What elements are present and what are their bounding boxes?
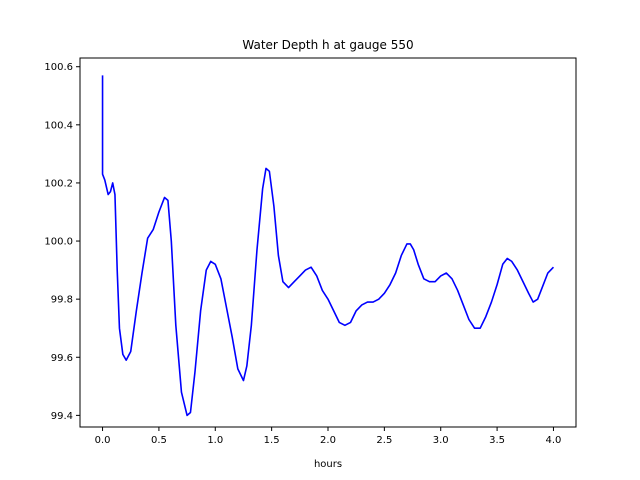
y-tick-label: 100.0: [44, 237, 73, 248]
axes-frame: [79, 57, 577, 428]
x-tick-label: 1.5: [264, 435, 280, 446]
y-tick-label: 100.4: [44, 120, 73, 131]
x-axis: 0.0 0.5 1.0 1.5 2.0 2.5 3.0 3.5 4.0: [95, 427, 562, 446]
x-tick-label: 0.0: [95, 435, 111, 446]
plot-area: [101, 75, 555, 417]
y-tick-label: 99.6: [51, 353, 73, 364]
y-tick-label: 99.8: [51, 295, 73, 306]
x-tick-label: 1.0: [207, 435, 223, 446]
x-tick-label: 2.0: [320, 435, 336, 446]
x-tick-label: 3.5: [489, 435, 505, 446]
y-axis: 99.4 99.6 99.8 100.0 100.2 100.4 100.6: [44, 62, 80, 422]
x-tick-label: 4.0: [546, 435, 562, 446]
x-tick-label: 2.5: [376, 435, 392, 446]
x-tick-label: 3.0: [433, 435, 449, 446]
x-axis-label: hours: [314, 459, 342, 470]
x-tick-label: 0.5: [151, 435, 167, 446]
y-tick-label: 99.4: [51, 411, 73, 422]
series-line-0: [101, 75, 555, 417]
chart-title: Water Depth h at gauge 550: [242, 38, 413, 52]
y-tick-label: 100.2: [44, 178, 73, 189]
y-tick-label: 100.6: [44, 62, 73, 73]
